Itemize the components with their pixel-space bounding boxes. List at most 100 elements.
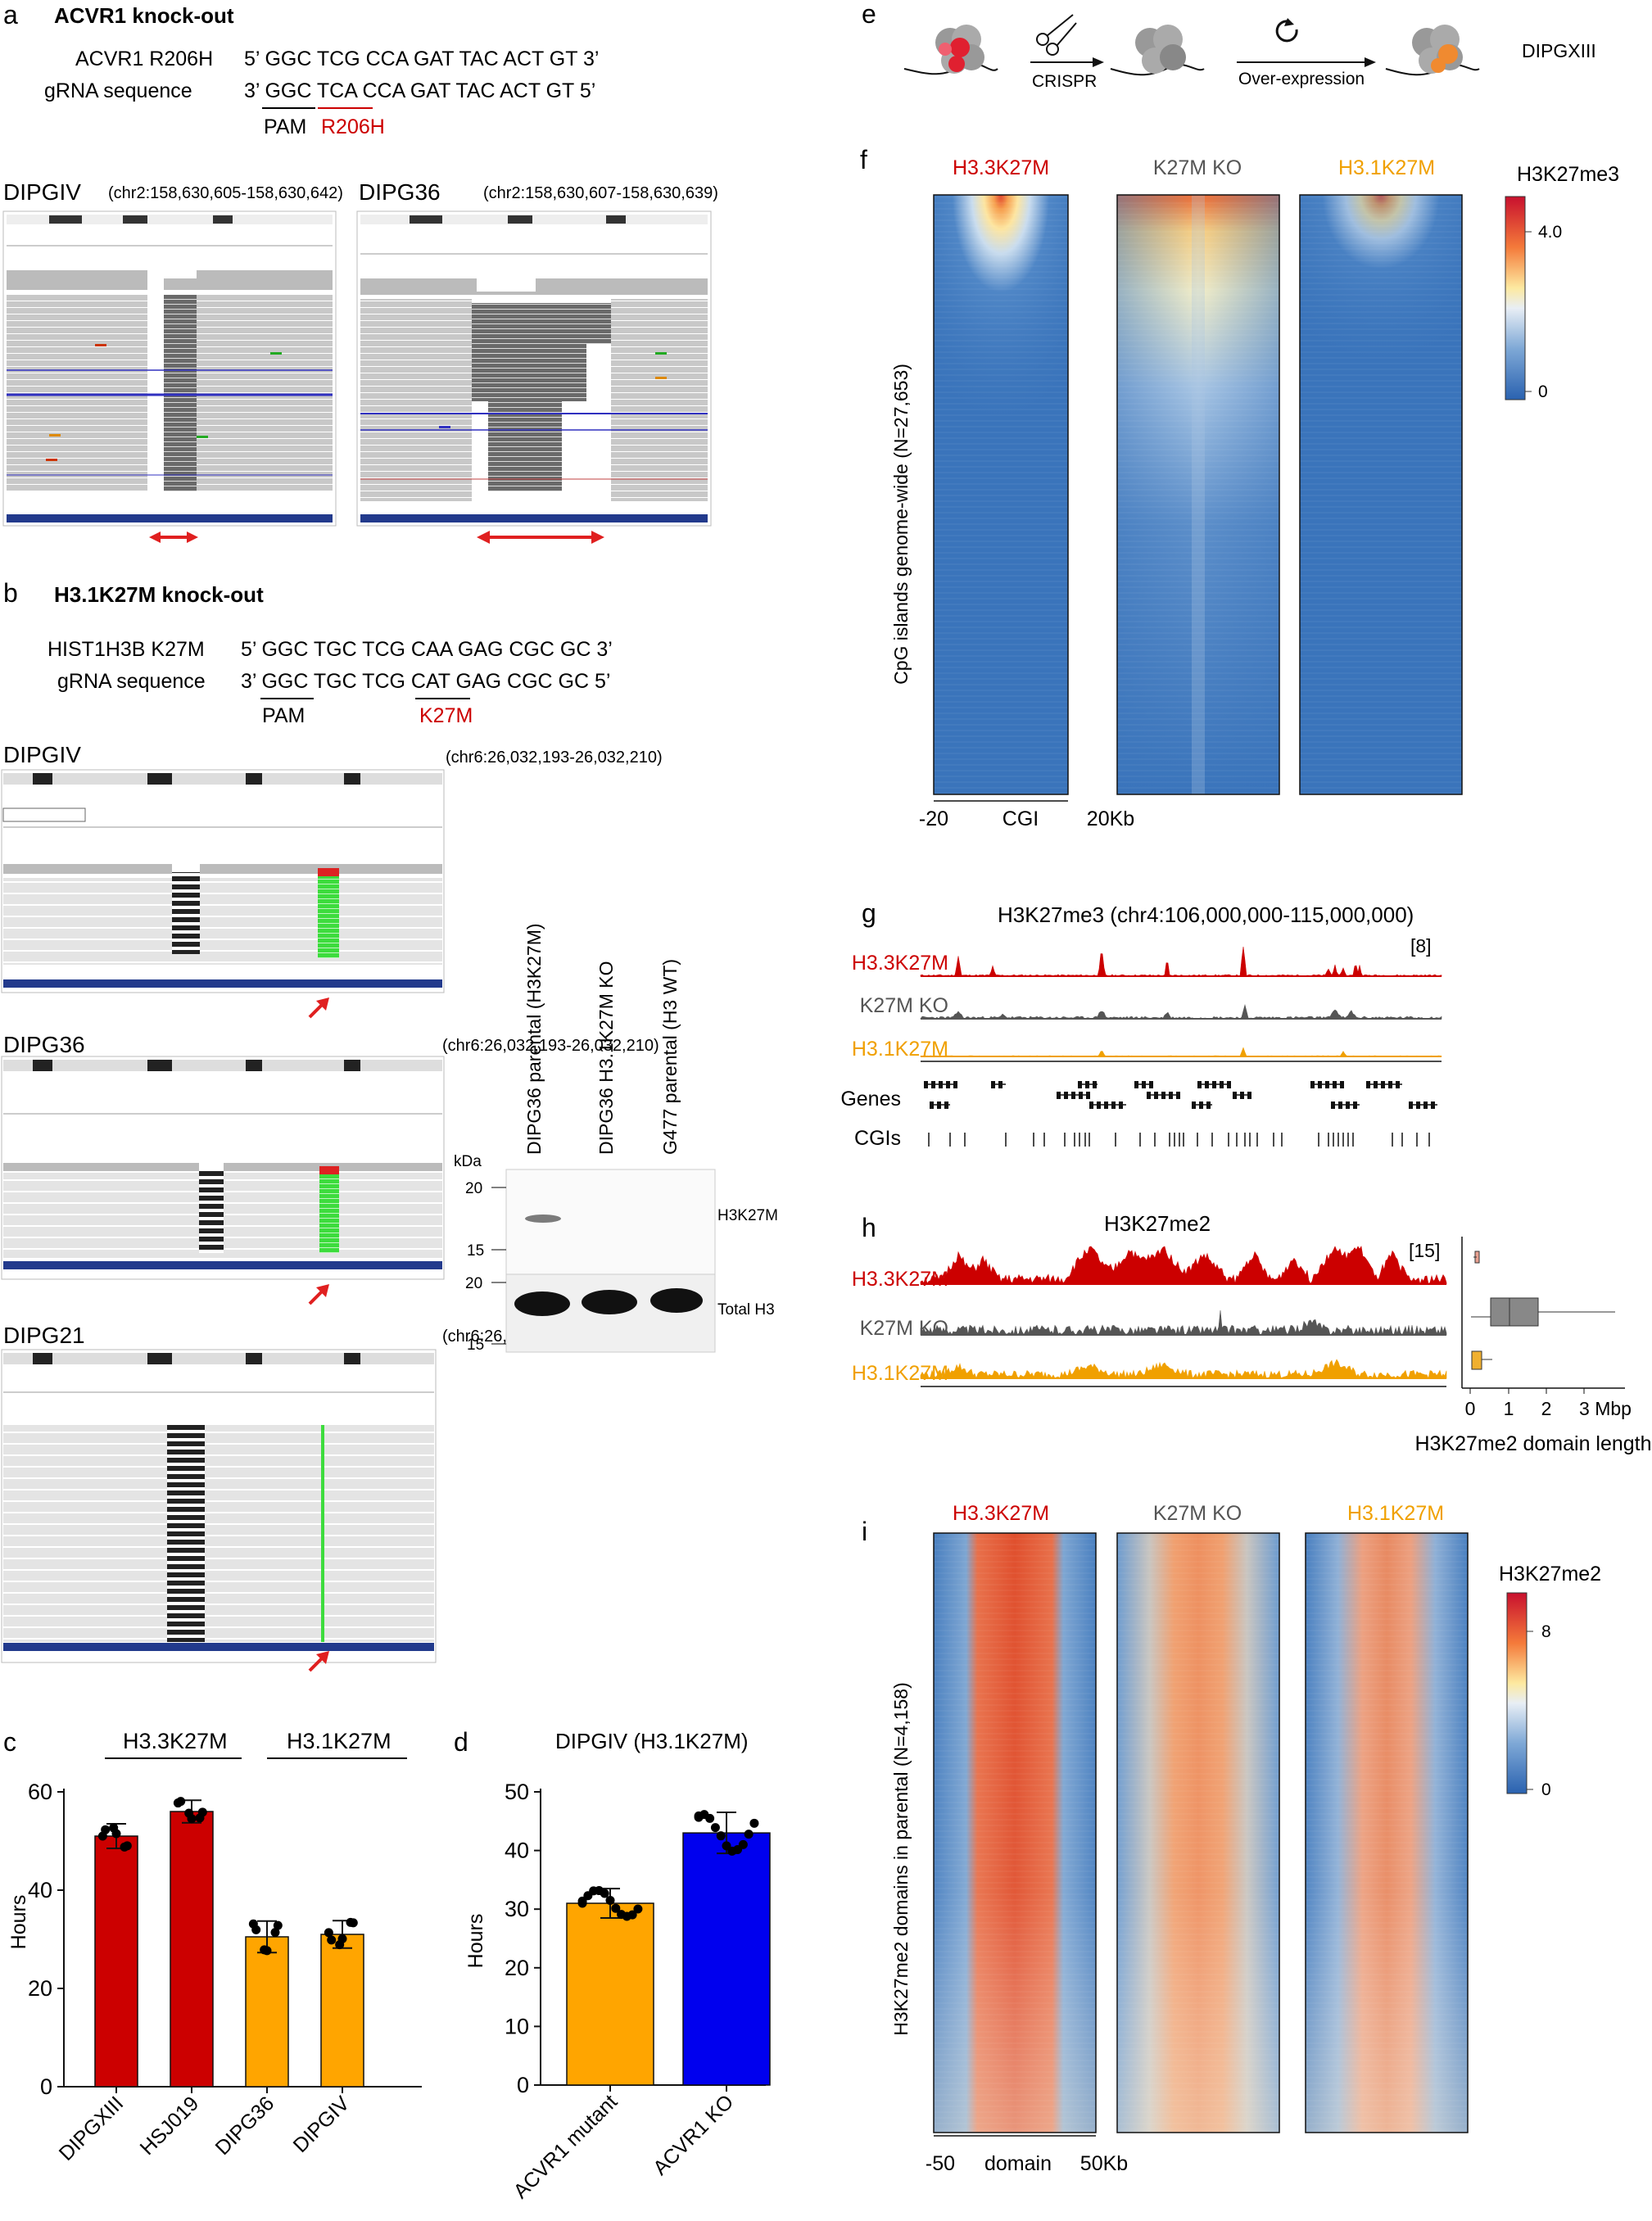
data-point xyxy=(633,1904,643,1914)
panel-c-ylabel: Hours xyxy=(7,1895,30,1950)
panel-f-x-left: -20 xyxy=(919,807,948,830)
data-point xyxy=(324,1928,333,1938)
gene-exon xyxy=(1205,1081,1209,1088)
gene-exon xyxy=(1169,1092,1173,1099)
panel-d-ylabel: Hours xyxy=(464,1914,487,1969)
bar xyxy=(245,1936,289,2088)
panel-h-track2-label: K27M KO xyxy=(860,1317,948,1340)
bar xyxy=(320,1934,364,2088)
gene-exon xyxy=(1089,1101,1093,1109)
gene-exon xyxy=(1154,1092,1158,1099)
data-point xyxy=(705,1813,715,1823)
gene-exon xyxy=(1416,1101,1420,1109)
gene-exon xyxy=(1119,1101,1123,1109)
data-point xyxy=(273,1920,283,1930)
igv-b1-arrow xyxy=(316,997,329,1011)
panel-i: i H3.3K27M K27M KO H3.1K27M H3K27me2 dom… xyxy=(862,1502,1601,2175)
panel-i-col2: K27M KO xyxy=(1153,1502,1242,1525)
panel-f-legend-min: 0 xyxy=(1538,382,1548,401)
gene-exon xyxy=(1079,1092,1083,1099)
acvr1-pam-label: PAM xyxy=(264,115,306,138)
panel-b: b H3.1K27M knock-out HIST1H3B K27M 5’ GG… xyxy=(1,578,778,1672)
panel-c-chart: 0 20 40 60 DIPGXIII HSJ019 DIPG36 DIPGIV xyxy=(28,1780,422,2165)
gene-exon xyxy=(1220,1081,1224,1088)
panel-letter-h: h xyxy=(862,1213,876,1242)
panel-letter-i: i xyxy=(862,1517,867,1546)
bar xyxy=(170,1811,214,2088)
panel-e: e CRISPR Over-expression xyxy=(862,0,1596,91)
panel-f-legend-max: 4.0 xyxy=(1538,223,1562,242)
gene-exon xyxy=(939,1081,943,1088)
panel-f-col1: H3.3K27M xyxy=(953,156,1049,179)
panel-letter-f: f xyxy=(860,145,867,174)
gene-exon xyxy=(991,1081,995,1088)
gene-exon xyxy=(1093,1081,1097,1088)
cycle-icon xyxy=(1275,18,1298,43)
panel-i-x-left: -50 xyxy=(926,2152,955,2175)
data-point xyxy=(749,1818,759,1828)
igv-b1-name: DIPGIV xyxy=(3,742,81,767)
panel-g-track2 xyxy=(920,1004,1442,1020)
panel-g-title: H3K27me3 (chr4:106,000,000-115,000,000) xyxy=(998,902,1414,927)
heatmap-i-h31k27m xyxy=(1305,1532,1469,2133)
panel-letter-b: b xyxy=(3,578,18,608)
panel-d-chart: 0 10 20 30 40 50 ACVR1 mutant ACVR1 KO xyxy=(505,1780,771,2203)
gene-exon xyxy=(1366,1081,1370,1088)
gene-exon xyxy=(1338,1101,1342,1109)
gene-exon xyxy=(1206,1101,1211,1109)
crispr-label: CRISPR xyxy=(1032,72,1097,91)
panel-h-scale: [15] xyxy=(1409,1240,1440,1261)
gene-exon xyxy=(1104,1101,1108,1109)
gene-exon xyxy=(930,1101,934,1109)
x-tick-label: HSJ019 xyxy=(136,2092,204,2160)
igv-b1-screenshot xyxy=(1,769,445,993)
panel-c-group1: H3.3K27M xyxy=(123,1729,228,1753)
gene-exon xyxy=(1388,1081,1392,1088)
panel-a-title: ACVR1 knock-out xyxy=(54,3,234,28)
heatmap-f-h31k27m xyxy=(1299,194,1463,795)
panel-i-ylabel: H3K27me2 domains in parental (N=4,158) xyxy=(890,1682,912,2036)
panel-h-box-xtick-2: 2 xyxy=(1541,1398,1552,1419)
gene-exon xyxy=(1353,1101,1357,1109)
data-point xyxy=(694,1811,704,1821)
gene-exon xyxy=(1111,1101,1116,1109)
panel-g-cgis-label: CGIs xyxy=(854,1127,901,1150)
gene-exon xyxy=(1142,1081,1146,1088)
panel-h-track3 xyxy=(920,1359,1447,1379)
gene-exon xyxy=(931,1081,935,1088)
signal-profile xyxy=(920,946,1442,977)
panel-g: g H3K27me3 (chr4:106,000,000-115,000,000… xyxy=(840,898,1442,1150)
y-tick-label: 0 xyxy=(517,2073,529,2097)
panel-h-track2 xyxy=(920,1310,1447,1337)
panel-i-legend-max: 8 xyxy=(1541,1622,1551,1641)
gene-exon xyxy=(1318,1081,1322,1088)
bar xyxy=(566,1902,654,2086)
hist-row1-seq: 5’ GGC TGC TCG CAA GAG CGC GC 3’ xyxy=(241,638,613,661)
gene-exon xyxy=(1086,1092,1090,1099)
hist-row1-label: HIST1H3B K27M xyxy=(48,638,205,661)
panel-i-col3: H3.1K27M xyxy=(1347,1502,1444,1525)
signal-profile xyxy=(920,1359,1447,1379)
gene-exon xyxy=(1381,1081,1385,1088)
gene-exon xyxy=(1071,1092,1075,1099)
gene-exon xyxy=(1423,1101,1428,1109)
igv-b1-coords: (chr6:26,032,193-26,032,210) xyxy=(446,749,663,767)
blot-kda-label: kDa xyxy=(454,1153,482,1170)
gene-exon xyxy=(1097,1101,1101,1109)
gene-exon xyxy=(1409,1101,1413,1109)
data-point xyxy=(101,1825,111,1834)
panel-c: c H3.3K27M H3.1K27M Hours 0 20 40 60 DIPGXII… xyxy=(3,1727,422,2165)
data-point xyxy=(744,1830,754,1839)
blot-lane-2: DIPG36 H3.1K27M KO xyxy=(595,961,617,1156)
gene-exon xyxy=(1333,1081,1337,1088)
panel-i-x-mid: domain xyxy=(984,2152,1052,2175)
blot-top xyxy=(505,1169,716,1277)
blot-lane-3: G477 parental (H3 WT) xyxy=(659,959,681,1155)
hist-row2-label: gRNA sequence xyxy=(57,670,206,693)
panel-g-scale: [8] xyxy=(1410,935,1432,957)
panel-c-group2: H3.1K27M xyxy=(287,1729,392,1753)
gene-exon xyxy=(1192,1101,1196,1109)
acvr1-row1-seq: 5’ GGC TCG CCA GAT TAC ACT GT 3’ xyxy=(244,47,599,70)
panel-letter-e: e xyxy=(862,0,876,29)
data-point xyxy=(262,1946,272,1956)
